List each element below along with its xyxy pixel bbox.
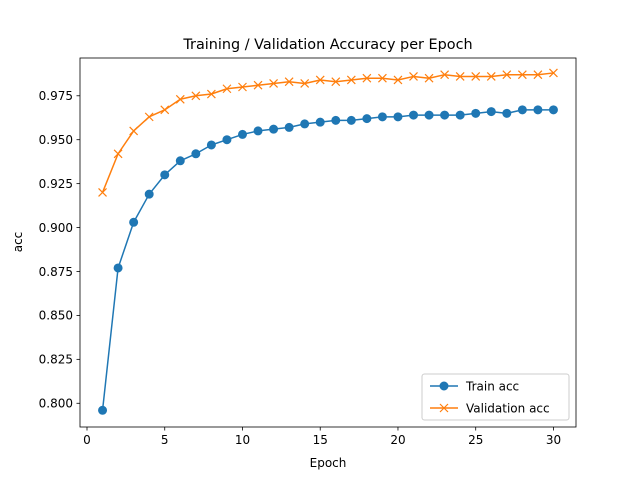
data-point bbox=[129, 126, 139, 136]
data-point bbox=[502, 108, 512, 118]
data-point bbox=[440, 110, 450, 120]
data-point bbox=[160, 170, 170, 180]
data-point bbox=[362, 114, 372, 124]
data-point bbox=[269, 124, 279, 134]
legend-swatch-marker bbox=[439, 381, 449, 391]
data-point bbox=[533, 105, 543, 115]
y-tick-label: 0.850 bbox=[39, 309, 73, 323]
x-tick-label: 10 bbox=[235, 433, 250, 447]
data-point bbox=[377, 112, 387, 122]
legend-label: Validation acc bbox=[466, 401, 550, 415]
y-axis-label: acc bbox=[11, 232, 25, 253]
data-point bbox=[331, 115, 341, 125]
y-tick-label: 0.900 bbox=[39, 221, 73, 235]
data-point bbox=[533, 70, 543, 80]
data-point bbox=[315, 117, 325, 127]
data-point bbox=[144, 112, 154, 122]
data-point bbox=[377, 73, 387, 83]
series-train bbox=[98, 105, 558, 415]
data-point bbox=[549, 68, 558, 78]
data-point bbox=[393, 75, 403, 85]
data-point bbox=[409, 72, 418, 81]
data-point bbox=[409, 110, 419, 120]
legend-label: Train acc bbox=[465, 379, 519, 393]
data-point bbox=[129, 217, 139, 227]
data-point bbox=[175, 156, 185, 166]
data-point bbox=[346, 115, 356, 125]
y-tick-label: 0.975 bbox=[39, 89, 73, 103]
data-point bbox=[455, 110, 465, 120]
series-validation bbox=[98, 68, 558, 197]
data-point bbox=[331, 77, 341, 87]
data-point bbox=[284, 77, 294, 87]
data-point bbox=[206, 140, 216, 150]
data-point bbox=[315, 75, 325, 85]
data-point bbox=[238, 82, 247, 92]
data-point bbox=[98, 187, 107, 197]
legend: Train acc Validation acc bbox=[421, 373, 570, 421]
data-point bbox=[300, 119, 310, 129]
data-point bbox=[253, 126, 263, 136]
data-point bbox=[486, 107, 496, 117]
legend-swatch-marker bbox=[439, 403, 449, 413]
x-tick-label: 5 bbox=[161, 433, 169, 447]
legend-box bbox=[421, 373, 570, 421]
data-point bbox=[362, 73, 372, 83]
data-point bbox=[300, 79, 310, 88]
data-point bbox=[548, 105, 558, 115]
data-point bbox=[471, 108, 481, 118]
data-point bbox=[191, 91, 201, 101]
data-point bbox=[455, 72, 465, 81]
data-point bbox=[144, 189, 154, 199]
data-point bbox=[471, 72, 481, 81]
plot-area bbox=[98, 68, 558, 415]
data-point bbox=[346, 75, 356, 85]
data-point bbox=[206, 89, 216, 99]
data-point bbox=[160, 105, 170, 115]
data-point bbox=[175, 94, 185, 104]
data-point bbox=[269, 79, 279, 88]
x-tick-label: 20 bbox=[390, 433, 405, 447]
x-axis-label: Epoch bbox=[310, 456, 347, 470]
data-point bbox=[98, 405, 108, 415]
y-tick-label: 0.875 bbox=[39, 265, 73, 279]
data-point bbox=[237, 129, 247, 139]
data-point bbox=[113, 149, 123, 159]
data-point bbox=[191, 149, 201, 159]
data-point bbox=[424, 73, 434, 83]
x-tick-label: 15 bbox=[313, 433, 328, 447]
data-point bbox=[486, 72, 496, 81]
data-point bbox=[253, 80, 263, 90]
x-tick-label: 30 bbox=[546, 433, 561, 447]
data-point bbox=[222, 135, 232, 145]
data-point bbox=[517, 70, 527, 80]
data-point bbox=[284, 122, 294, 132]
axis-ticks: 0 5 10 15 20 25 30 0.800 0.825 0.850 0.875 0.900 0.9… bbox=[39, 89, 561, 447]
data-point bbox=[517, 105, 527, 115]
data-point bbox=[222, 84, 232, 94]
data-point bbox=[113, 263, 123, 273]
axes-frame bbox=[79, 57, 577, 428]
y-tick-label: 0.950 bbox=[39, 133, 73, 147]
data-point bbox=[502, 70, 512, 80]
data-point bbox=[424, 110, 434, 120]
y-tick-label: 0.925 bbox=[39, 177, 73, 191]
y-tick-label: 0.825 bbox=[39, 353, 73, 367]
chart-title: Training / Validation Accuracy per Epoch bbox=[182, 37, 472, 53]
x-tick-label: 25 bbox=[468, 433, 483, 447]
y-tick-label: 0.800 bbox=[39, 397, 73, 411]
data-point bbox=[393, 112, 403, 122]
x-tick-label: 0 bbox=[83, 433, 91, 447]
data-point bbox=[440, 70, 450, 80]
